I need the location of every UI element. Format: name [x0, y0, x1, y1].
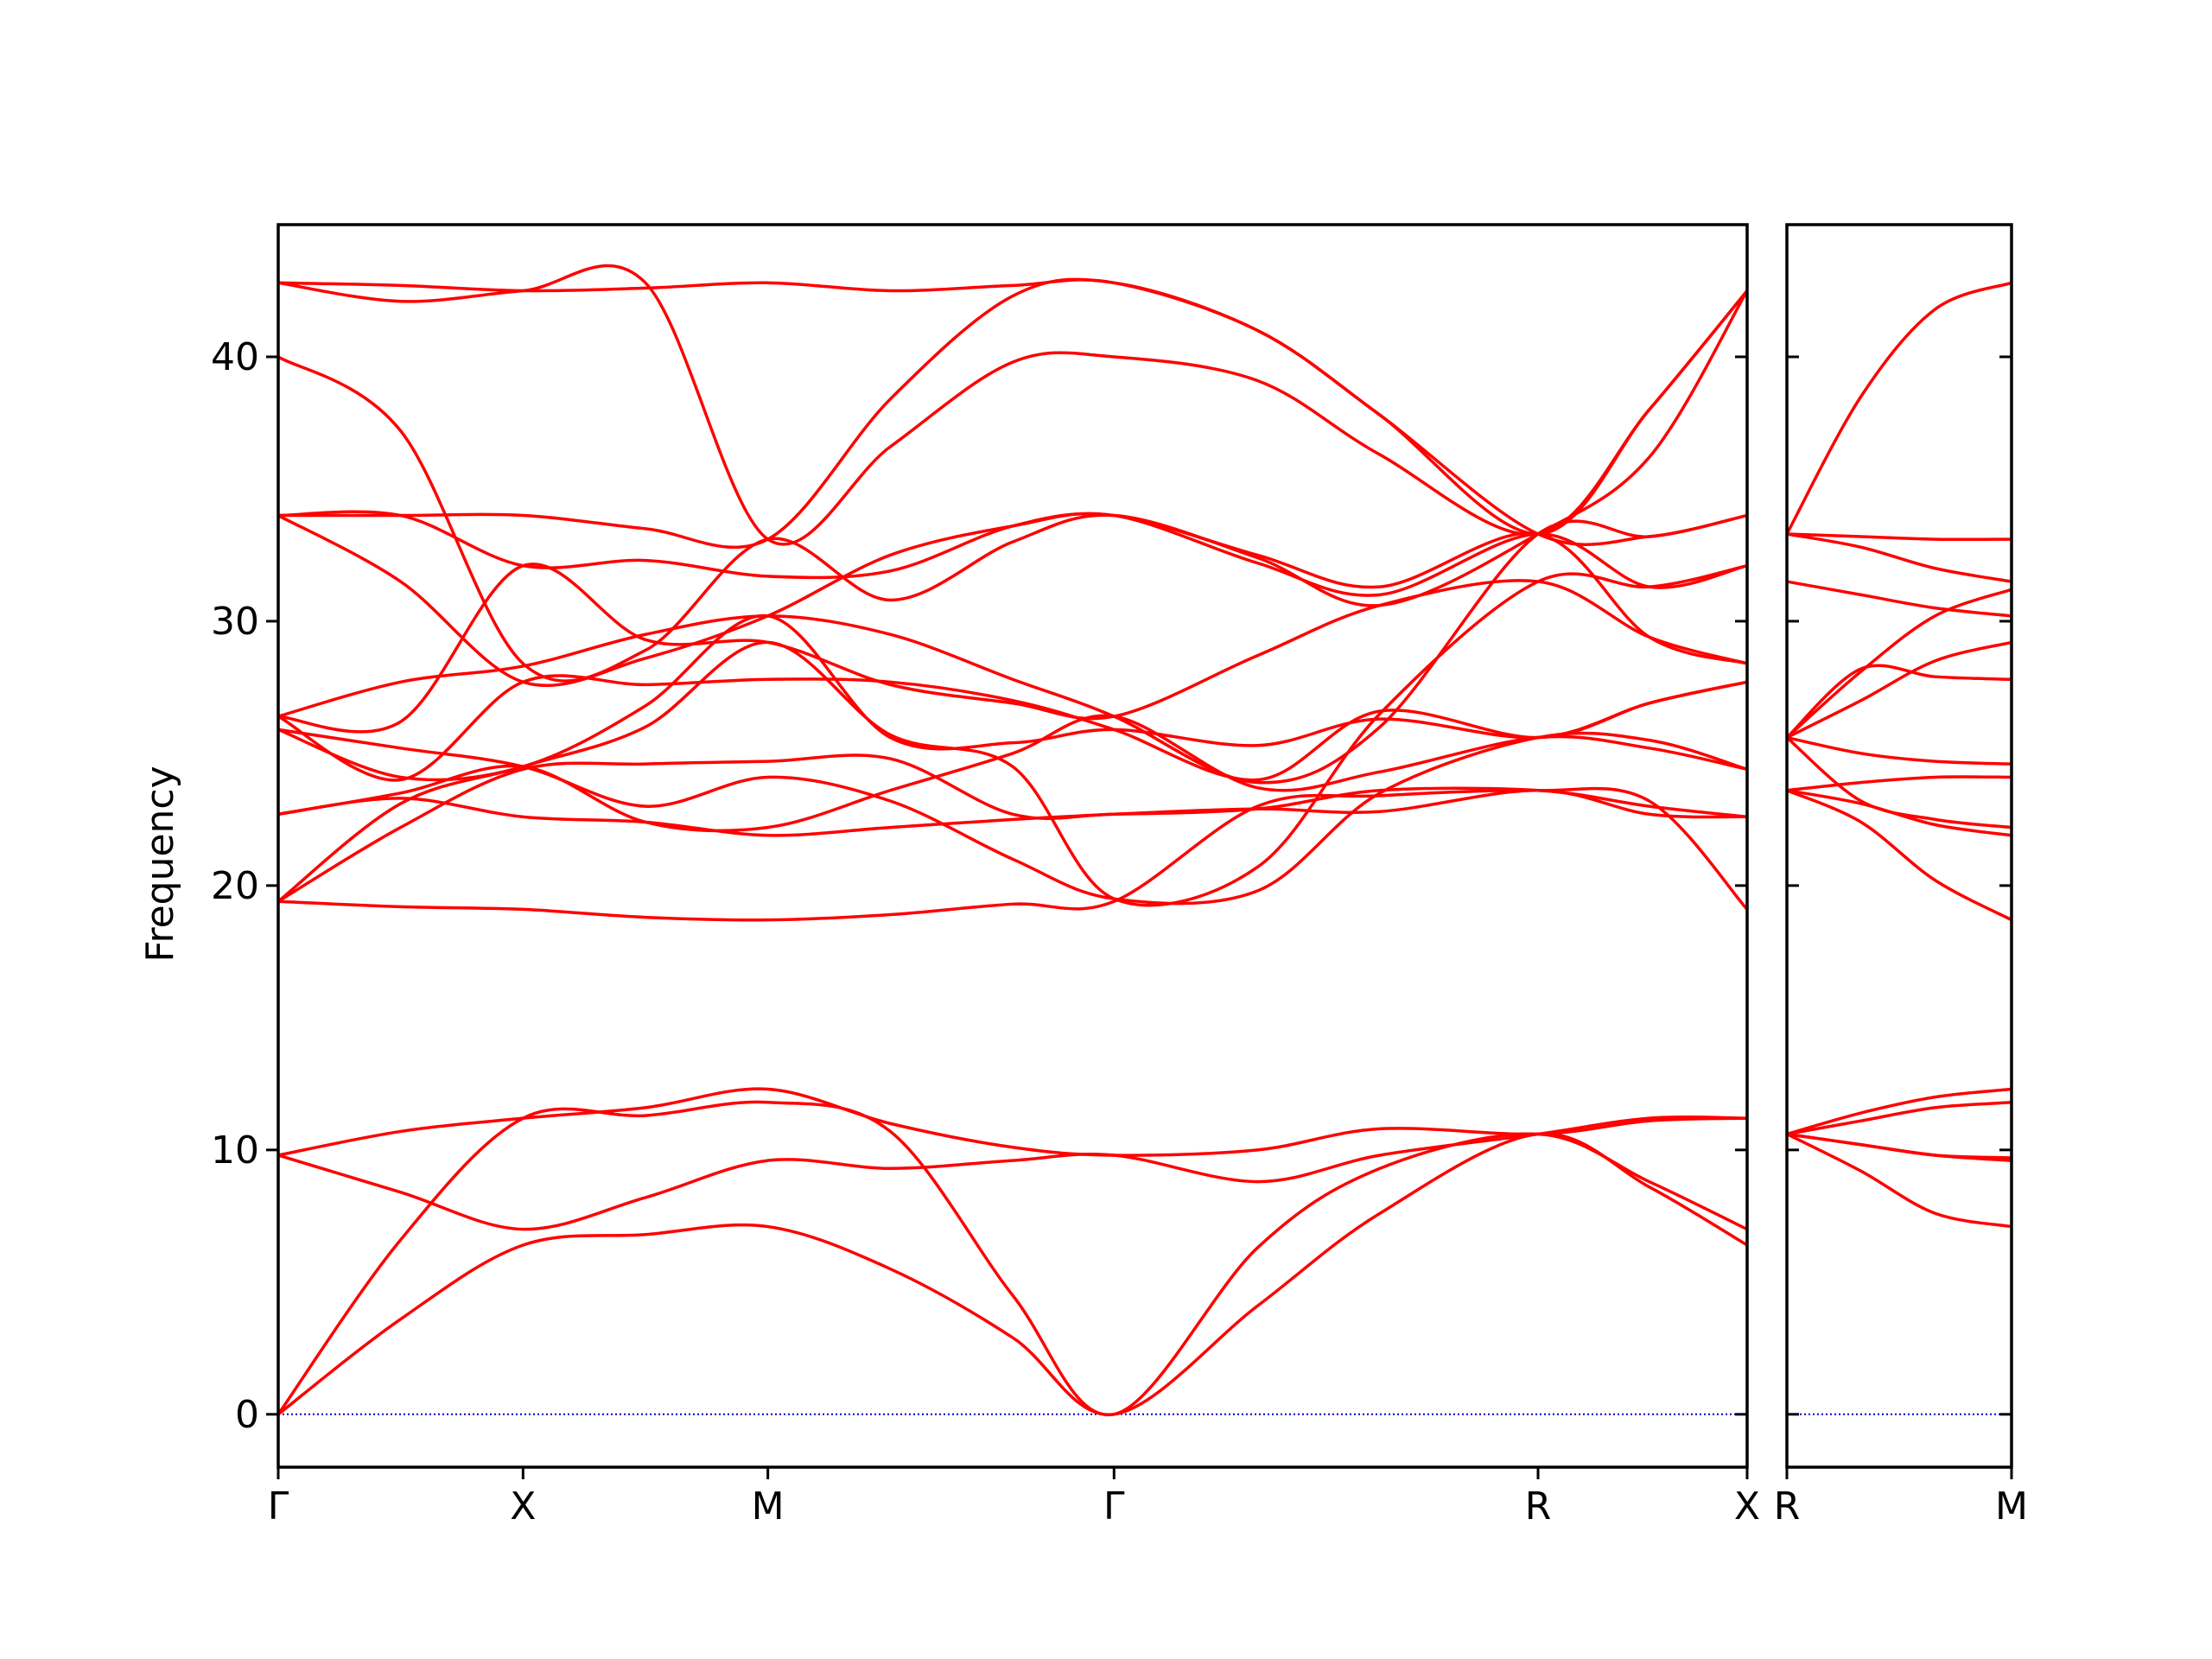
x-tick-label: R — [1525, 1484, 1552, 1529]
band-line-0-0 — [276, 1132, 1748, 1416]
band-line-0-2 — [277, 1116, 1748, 1231]
band-line-0-10 — [277, 674, 1748, 782]
band-line-1-16 — [1785, 281, 2012, 535]
band-line-1-8 — [1786, 775, 2012, 792]
band-line-1-4 — [1786, 1087, 2012, 1136]
band-line-0-12 — [277, 563, 1748, 734]
band-line-0-4 — [277, 786, 1749, 922]
x-tick-label: X — [1734, 1484, 1760, 1529]
band-line-1-14 — [1786, 532, 2012, 583]
band-line-1-7 — [1785, 736, 2012, 830]
y-tick-label: 40 — [211, 335, 259, 379]
band-line-1-5 — [1786, 789, 2012, 922]
band-line-1-2 — [1786, 1132, 2012, 1160]
y-tick-label: 20 — [211, 864, 259, 908]
band-line-0-16 — [277, 289, 1749, 683]
band-line-0-17 — [277, 264, 1749, 546]
band-line-0-8 — [277, 728, 1748, 906]
panel-main: 0 10 20 30 40 Γ X M Γ R X — [211, 223, 1760, 1529]
band-line-0-6 — [277, 753, 1748, 903]
plot-frame — [276, 223, 1749, 1469]
x-tick-label: M — [1995, 1484, 2028, 1529]
band-line-0-11 — [276, 563, 1748, 907]
band-line-1-3 — [1786, 1101, 2012, 1136]
x-tick-label: R — [1774, 1484, 1801, 1529]
y-axis-label: Frequency — [138, 766, 182, 962]
band-line-1-0 — [1786, 1132, 2012, 1229]
x-tick-label: Γ — [268, 1484, 289, 1529]
band-line-0-18 — [277, 278, 1749, 536]
band-line-1-13 — [1786, 580, 2012, 618]
band-line-0-1 — [276, 1100, 1748, 1417]
y-tick-label: 10 — [211, 1128, 259, 1173]
y-tick-label: 30 — [211, 600, 259, 644]
band-line-1-12 — [1785, 588, 2012, 739]
band-line-1-10 — [1785, 664, 2012, 739]
band-line-0-3 — [277, 1087, 1748, 1157]
x-tick-label: X — [510, 1484, 536, 1529]
band-line-1-15 — [1786, 532, 2012, 542]
x-tick-label: M — [752, 1484, 785, 1529]
plot-frame — [1785, 223, 2013, 1469]
x-tick-label: Γ — [1103, 1484, 1125, 1529]
band-line-1-9 — [1786, 735, 2012, 766]
band-line-0-19 — [277, 277, 1748, 550]
y-tick-label: 0 — [235, 1393, 259, 1437]
band-line-1-11 — [1786, 640, 2012, 740]
